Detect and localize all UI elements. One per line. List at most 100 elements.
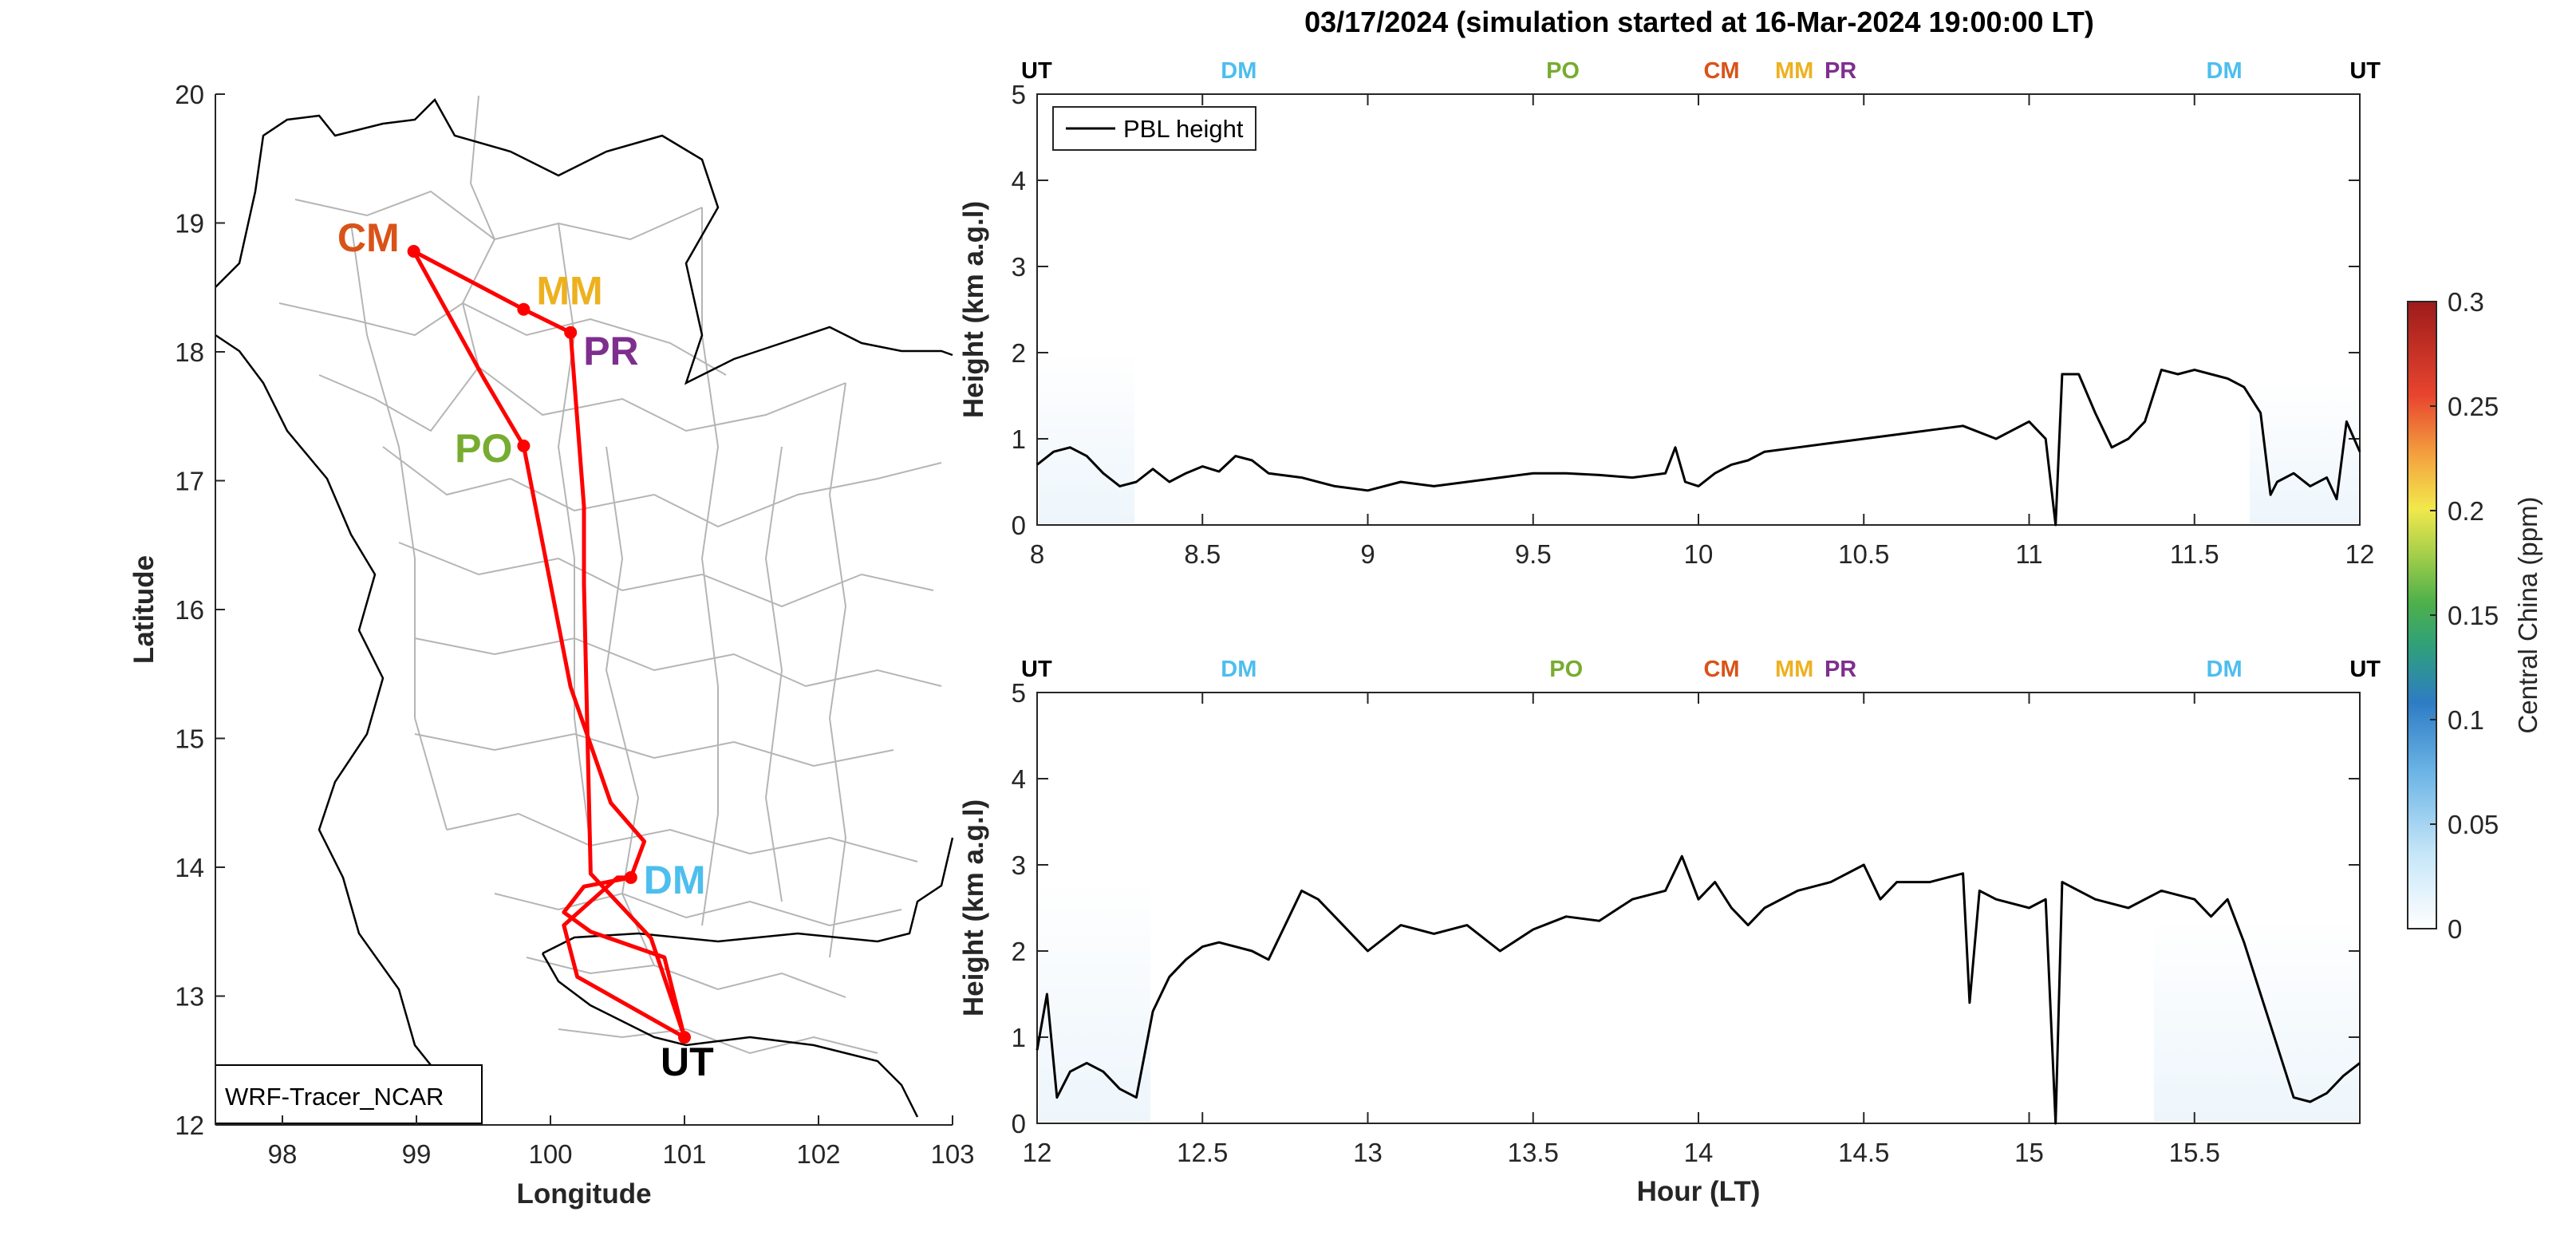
y-tick-label: 5 <box>1012 678 1026 708</box>
y-tick-label: 2 <box>1012 338 1026 368</box>
tracer-shading <box>2154 917 2358 1122</box>
province-border-line <box>764 446 783 902</box>
site-marker-ut: UT <box>2349 657 2381 682</box>
province-border-line <box>382 446 942 528</box>
map-y-tick-label: 16 <box>175 595 204 625</box>
colorbar-tick-label: 0.1 <box>2448 705 2484 735</box>
y-tick-label: 3 <box>1012 252 1026 282</box>
tracer-shading <box>1039 878 1150 1122</box>
site-marker-ut: UT <box>1021 58 1052 84</box>
pbl-plot-area <box>1036 93 2361 526</box>
x-tick-label: 14 <box>1684 1138 1714 1167</box>
x-tick-label: 10.5 <box>1838 539 1889 569</box>
map-y-tick-label: 14 <box>175 853 204 882</box>
y-ticks: 0 1 2 3 4 5 <box>1012 80 2360 540</box>
y-ticks: 0 1 2 3 4 5 <box>1012 678 2360 1138</box>
province-border-line <box>414 637 942 688</box>
site-marker-dm: DM <box>1221 657 1256 682</box>
y-tick-label: 4 <box>1012 764 1026 794</box>
site-dot-cm <box>407 245 420 258</box>
x-tick-label: 9.5 <box>1515 539 1552 569</box>
site-marker-pr: PR <box>1825 657 1856 682</box>
province-border-line <box>278 302 727 376</box>
site-dot-mm <box>517 302 531 316</box>
pbl-height-series-line <box>1036 369 2361 527</box>
site-markers: UT DM PO CM MM PR DM UT <box>1021 58 2381 84</box>
y-axis-label: Height (km a.g.l) <box>958 201 989 418</box>
legend-label: PBL height <box>1123 115 1244 143</box>
border-line <box>215 97 953 385</box>
province-borders <box>278 95 942 1055</box>
site-dot-ut <box>678 1031 691 1044</box>
map-x-tick-label: 99 <box>402 1139 432 1169</box>
y-tick-label: 2 <box>1012 937 1026 966</box>
map-y-tick-label: 19 <box>175 209 204 239</box>
x-tick-label: 13.5 <box>1508 1138 1559 1167</box>
map-x-tick-label: 98 <box>268 1139 298 1169</box>
site-marker-mm: MM <box>1775 657 1813 682</box>
x-tick-label: 14.5 <box>1838 1138 1889 1167</box>
x-tick-label: 8.5 <box>1184 539 1221 569</box>
province-border-line <box>350 223 448 831</box>
map-y-tick-label: 15 <box>175 724 204 754</box>
site-label-ut: UT <box>661 1040 714 1084</box>
site-dot-po <box>517 439 531 452</box>
province-border-line <box>828 382 847 958</box>
colorbar-tick-label: 0 <box>2448 914 2462 944</box>
site-label-dm: DM <box>644 858 706 902</box>
x-tick-label: 10 <box>1684 539 1714 569</box>
map-x-ticks: 98 99 100 101 102 103 <box>268 1115 975 1169</box>
colorbar-tick-label: 0.05 <box>2448 810 2499 839</box>
map-x-tick-label: 101 <box>662 1139 706 1169</box>
map-y-axis-label: Latitude <box>128 555 160 664</box>
site-marker-po: PO <box>1549 657 1583 682</box>
map-x-tick-label: 102 <box>796 1139 840 1169</box>
border-line <box>541 953 919 1118</box>
y-tick-label: 1 <box>1012 424 1026 454</box>
site-marker-pr: PR <box>1825 58 1856 84</box>
pbl-plot-area <box>1036 692 2361 1124</box>
y-tick-label: 3 <box>1012 850 1026 880</box>
colorbar-tick-label: 0.15 <box>2448 601 2499 630</box>
province-border-line <box>414 732 894 768</box>
map-y-tick-label: 13 <box>175 982 204 1012</box>
site-marker-cm: CM <box>1703 58 1739 84</box>
x-tick-label: 12 <box>1023 1138 1052 1167</box>
flight-track <box>412 249 687 1040</box>
site-marker-dm: DM <box>2207 58 2243 84</box>
site-label-pr: PR <box>583 329 638 373</box>
x-axis-label: Hour (LT) <box>1637 1176 1761 1207</box>
model-label-box <box>215 1064 483 1124</box>
site-dot-pr <box>564 326 578 339</box>
map-panel: CM MM PR PO DM UT WRF-Tracer_NCAR 98 99 100 101 1… <box>128 80 975 1210</box>
x-tick-label: 11.5 <box>2170 539 2219 569</box>
legend: PBL height <box>1052 106 1256 151</box>
x-tick-label: 15.5 <box>2169 1138 2220 1167</box>
site-label-po: PO <box>455 426 512 471</box>
y-tick-label: 0 <box>1012 1109 1026 1138</box>
x-ticks: 12 12.5 13 13.5 14 14.5 15 15.5 <box>1023 693 2220 1167</box>
province-border-line <box>605 446 655 966</box>
site-label-mm: MM <box>536 269 602 314</box>
tracer-shading <box>2250 383 2358 523</box>
map-sites: CM MM PR PO DM UT <box>337 215 714 1084</box>
map-y-tick-label: 20 <box>175 80 204 109</box>
site-marker-dm: DM <box>2207 657 2243 682</box>
x-tick-label: 12 <box>2345 539 2375 569</box>
x-tick-label: 11 <box>2015 539 2042 569</box>
border-line <box>215 333 464 1118</box>
x-tick-label: 12.5 <box>1177 1138 1228 1167</box>
map-y-tick-label: 12 <box>175 1111 204 1140</box>
x-tick-label: 15 <box>2014 1138 2044 1167</box>
province-border-line <box>557 223 591 846</box>
province-border-line <box>318 365 846 432</box>
y-tick-label: 5 <box>1012 80 1026 109</box>
province-border-line <box>526 957 846 998</box>
model-label: WRF-Tracer_NCAR <box>225 1083 444 1111</box>
province-border-line <box>294 190 703 241</box>
province-border-line <box>446 812 918 862</box>
map-y-tick-label: 17 <box>175 467 204 496</box>
